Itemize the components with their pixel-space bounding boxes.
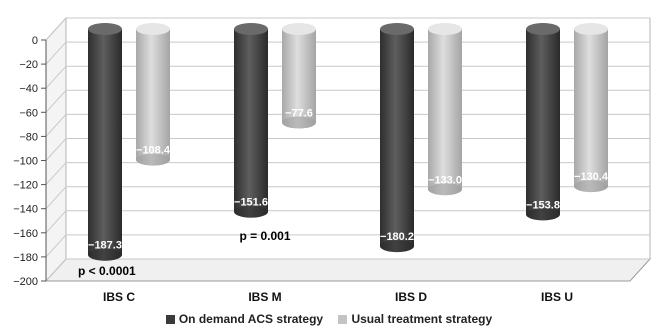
x-tick-label: IBS D: [395, 290, 427, 304]
bar-body: [88, 29, 122, 261]
bar: [282, 23, 316, 129]
data-label: −130.4: [574, 171, 609, 183]
bar-bottom-cap: [526, 208, 560, 221]
floor: [44, 258, 652, 282]
bar-bottom-cap: [136, 153, 170, 166]
y-tick-label: −200: [13, 276, 38, 288]
p-value-annotation: p = 0.001: [239, 229, 290, 243]
bar: [428, 23, 462, 196]
bar: [526, 23, 560, 221]
y-tick-label: −160: [13, 228, 38, 240]
bar-bottom-cap: [574, 180, 608, 193]
x-tick-label: IBS U: [541, 290, 573, 304]
legend: On demand ACS strategy Usual treatment s…: [0, 312, 658, 326]
y-tick-label: 0: [32, 35, 38, 47]
bar-body: [234, 29, 268, 218]
x-tick-label: IBS C: [103, 290, 135, 304]
bar-body: [428, 29, 462, 196]
gridline: [45, 17, 650, 41]
bar-top-cap: [380, 23, 414, 35]
bar: [136, 23, 170, 166]
p-value-annotation: p < 0.0001: [78, 264, 136, 278]
bar: [574, 23, 608, 193]
y-tick-label: −120: [13, 180, 38, 192]
legend-item-usual: Usual treatment strategy: [338, 312, 492, 326]
gridline: [45, 234, 650, 258]
bar-body: [380, 29, 414, 253]
bar-body: [282, 29, 316, 129]
annotations: p < 0.0001 p = 0.001: [78, 229, 291, 278]
data-label: −77.6: [285, 108, 313, 120]
bar-top-cap: [88, 23, 122, 35]
bar-top-cap: [428, 23, 462, 35]
gridline: [45, 210, 650, 234]
bar-chart: 0 −20 −40 −60 −80 −100 −120 −140 −160 −180 −200 −1…: [13, 16, 652, 304]
bar-body: [526, 29, 560, 221]
bar-bottom-cap: [234, 205, 268, 218]
data-label: −187.3: [88, 240, 122, 252]
y-tick-label: −140: [13, 204, 38, 216]
bar: [380, 23, 414, 253]
legend-swatch-light: [338, 315, 348, 324]
data-label: −151.6: [234, 197, 268, 209]
bar: [234, 23, 268, 218]
data-label: −153.8: [526, 199, 560, 211]
y-tick-label: −20: [19, 59, 38, 71]
x-tick-label: IBS M: [248, 290, 281, 304]
y-tick-label: −60: [19, 107, 38, 119]
bar-bottom-cap: [380, 240, 414, 253]
legend-label: On demand ACS strategy: [178, 312, 324, 326]
bar-top-cap: [282, 23, 316, 35]
data-label: −108.4: [136, 145, 171, 157]
bar-bottom-cap: [88, 248, 122, 261]
bar-bottom-cap: [282, 116, 316, 129]
y-tick-label: −80: [19, 131, 38, 143]
bar-top-cap: [136, 23, 170, 35]
y-axis-ticks: 0 −20 −40 −60 −80 −100 −120 −140 −160 −180 −200: [13, 35, 47, 288]
data-label: −180.2: [380, 231, 414, 243]
y-tick-label: −180: [13, 252, 38, 264]
bar-bottom-cap: [428, 183, 462, 196]
x-axis-categories: IBS C IBS M IBS D IBS U: [103, 290, 573, 304]
bar-top-cap: [234, 23, 268, 35]
bar-body: [136, 29, 170, 166]
bar-top-cap: [574, 23, 608, 35]
bar-top-cap: [526, 23, 560, 35]
legend-swatch-dark: [165, 315, 175, 324]
y-tick-label: −40: [19, 83, 38, 95]
data-label: −133.0: [428, 174, 462, 186]
y-tick-label: −100: [13, 156, 38, 168]
legend-label: Usual treatment strategy: [351, 312, 493, 326]
legend-item-on-demand: On demand ACS strategy: [165, 312, 324, 326]
gridline: [45, 258, 650, 282]
bar-body: [574, 29, 608, 193]
bar: [88, 23, 122, 261]
bars: −187.3 −108.4 −151.6 −77.6 −180.2 −133.0 −153.…: [88, 23, 609, 261]
